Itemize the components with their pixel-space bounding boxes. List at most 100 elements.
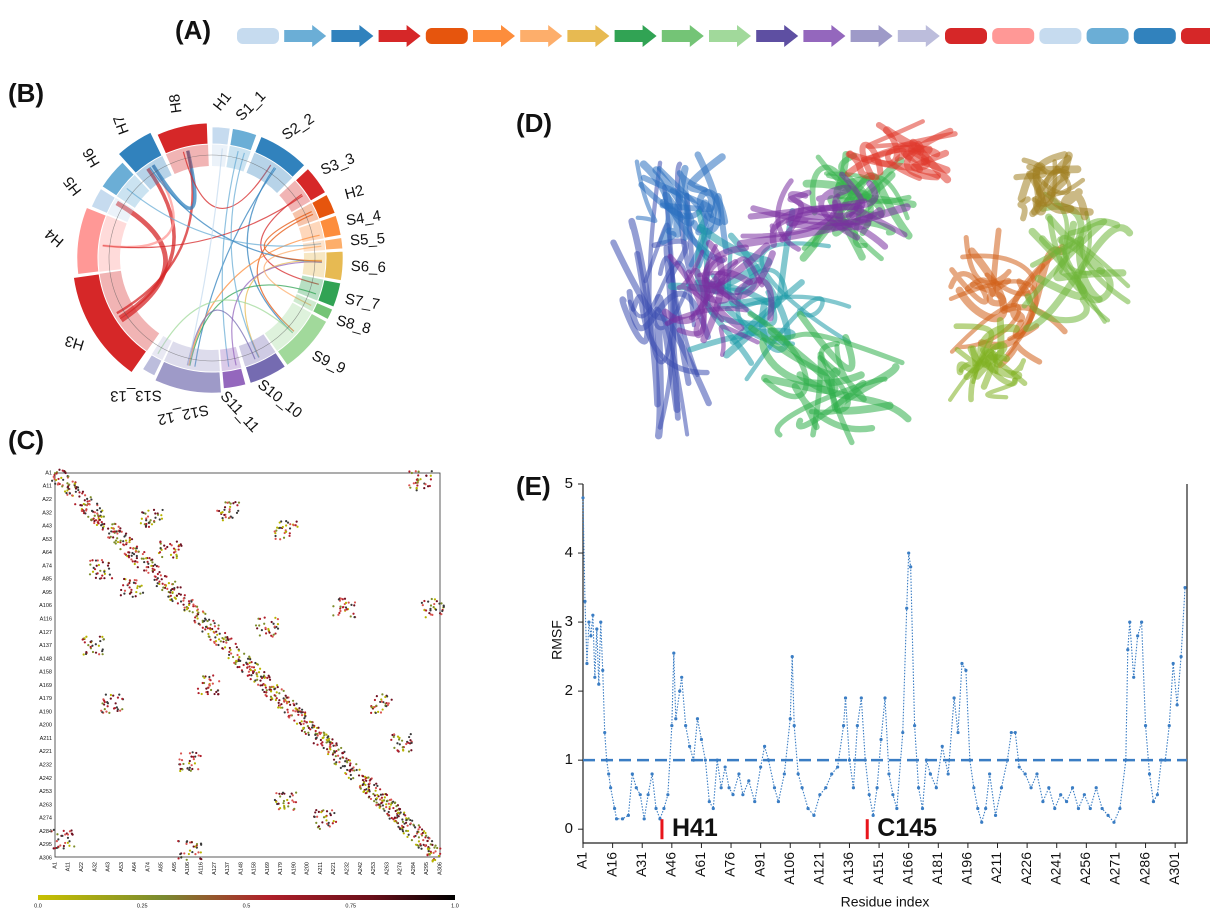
contact-dot — [284, 529, 287, 532]
contact-dot — [194, 755, 197, 758]
contact-dot — [189, 769, 192, 772]
chord-label: S11_11 — [217, 388, 263, 436]
contact-dot — [335, 761, 338, 764]
contact-dot — [284, 694, 287, 697]
contact-dot — [341, 752, 344, 755]
contact-dot — [106, 705, 109, 708]
contact-dot — [113, 706, 117, 710]
contact-dot — [197, 691, 200, 695]
contact-dot — [62, 847, 65, 850]
contact-dot — [55, 478, 58, 482]
rmsf-point — [646, 793, 650, 797]
contact-dot — [304, 711, 307, 714]
x-tick-label: A1 — [574, 852, 590, 869]
contact-dot — [242, 663, 245, 667]
contact-dot — [218, 680, 221, 683]
contact-dot — [99, 569, 102, 572]
chord-sector-inner — [292, 202, 320, 227]
contact-dot — [332, 614, 335, 617]
rmsf-point — [591, 613, 595, 617]
contact-dot — [153, 520, 156, 524]
contact-dot — [130, 554, 133, 557]
chord-sector — [76, 206, 107, 276]
contact-dot — [375, 804, 378, 807]
contact-dot — [159, 574, 162, 577]
contact-dot — [386, 695, 389, 698]
contact-dot — [91, 644, 94, 647]
contact-dot — [383, 799, 386, 802]
contact-dot — [213, 641, 216, 645]
rmsf-point — [589, 634, 593, 638]
rmsf-point — [841, 724, 846, 728]
protein-strand — [700, 240, 726, 344]
contact-dot — [201, 681, 204, 685]
contact-dot — [365, 779, 368, 782]
x-tick-label: A226 — [1018, 852, 1034, 885]
contact-dot — [254, 624, 258, 627]
contact-dot — [295, 791, 298, 794]
contact-dot — [437, 854, 440, 858]
contact-dot — [303, 720, 306, 723]
rmsf-point — [719, 786, 723, 790]
contact-dot — [85, 635, 88, 638]
contact-dot — [205, 687, 208, 690]
contact-dot — [292, 709, 295, 712]
contact-dot — [409, 486, 412, 489]
contact-dot — [196, 617, 199, 620]
rmsf-point — [583, 599, 587, 603]
contact-dot — [401, 748, 405, 751]
contact-dot — [249, 678, 252, 681]
rmsf-point — [1140, 620, 1144, 624]
chord-label: H1 — [210, 89, 235, 115]
contact-dot — [91, 559, 94, 562]
contact-dot — [417, 846, 420, 849]
contact-dot — [368, 782, 371, 785]
contact-dot — [432, 606, 435, 609]
y-tick-label: 3 — [565, 613, 573, 630]
contact-dot — [101, 561, 104, 564]
chord — [263, 245, 322, 306]
contact-dot — [197, 768, 200, 771]
rmsf-point — [695, 717, 700, 721]
contact-dot — [128, 586, 131, 589]
protein-strand — [736, 203, 911, 248]
contact-x-tick-label: A85 — [159, 862, 165, 872]
rmsf-point — [934, 786, 938, 790]
contact-dot — [55, 839, 58, 843]
contact-dot — [223, 513, 226, 517]
contact-dot — [92, 566, 95, 569]
contact-dot — [177, 592, 181, 595]
contact-dot — [100, 524, 103, 527]
contact-dot — [355, 763, 358, 766]
rmsf-point — [626, 813, 630, 817]
rmsf-point — [887, 772, 891, 776]
contact-dot — [182, 762, 185, 766]
contact-dot — [286, 711, 290, 714]
contact-dot — [339, 605, 342, 608]
contact-dot — [275, 800, 278, 803]
contact-dot — [179, 763, 182, 766]
contact-dot — [376, 784, 379, 788]
contact-dot — [375, 782, 378, 785]
axis-frame — [582, 484, 1188, 844]
contact-dot — [237, 509, 240, 512]
helix-bar — [1039, 28, 1082, 44]
contact-dot — [412, 823, 415, 826]
rmsf-point — [650, 772, 654, 776]
contact-dot — [221, 647, 224, 650]
contact-dot — [259, 675, 263, 678]
contact-dot — [323, 734, 326, 737]
contact-dot — [88, 499, 91, 503]
chord-label: S10_10 — [254, 376, 305, 422]
contact-dot — [159, 541, 162, 544]
contact-dot — [139, 592, 142, 595]
contact-dot — [419, 478, 422, 481]
contact-dot — [275, 691, 278, 694]
contact-dot — [106, 564, 110, 567]
contact-dot — [303, 717, 306, 720]
contact-dot — [424, 831, 427, 835]
colorbar-tick-label: 1.0 — [451, 903, 459, 909]
contact-dot — [273, 798, 277, 802]
contact-dot — [338, 611, 341, 615]
rmsf-point — [905, 606, 909, 610]
